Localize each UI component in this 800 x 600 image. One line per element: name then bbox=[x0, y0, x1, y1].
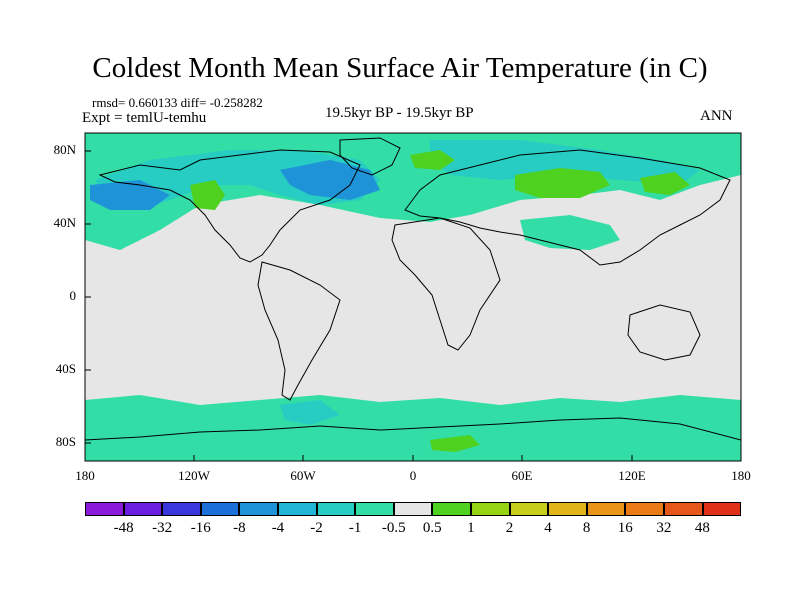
lat-label-0: 0 bbox=[69, 288, 77, 303]
season-label: ANN bbox=[700, 108, 733, 124]
colorbar-label: -1 bbox=[348, 520, 362, 536]
period-label: 19.5kyr BP - 19.5kyr BP bbox=[325, 105, 474, 121]
colorbar-label: -2 bbox=[310, 520, 323, 536]
lon-label-120e: 120E bbox=[618, 468, 646, 483]
siberia-cool-field bbox=[430, 140, 700, 185]
africa-coast bbox=[391, 217, 501, 351]
colorbar-label: -0.5 bbox=[381, 520, 406, 536]
colorbar-label: 0.5 bbox=[422, 520, 442, 536]
colorbar-box bbox=[625, 502, 664, 516]
lon-label-0: 0 bbox=[409, 468, 417, 483]
antarctica-coast bbox=[85, 417, 741, 441]
lon-label-60w: 60W bbox=[290, 468, 316, 483]
lat-label-40s: 40S bbox=[55, 361, 76, 376]
colorbar bbox=[85, 502, 742, 516]
lon-label-120w: 120W bbox=[178, 468, 210, 483]
colorbar-box bbox=[548, 502, 587, 516]
colorbar-box bbox=[162, 502, 201, 516]
colorbar-label: -48 bbox=[113, 520, 134, 536]
south-america-coast bbox=[257, 261, 341, 401]
colorbar-box bbox=[239, 502, 278, 516]
colorbar-label: -16 bbox=[190, 520, 211, 536]
pacific-cool-core bbox=[90, 180, 170, 210]
eurasia-coast bbox=[404, 149, 731, 266]
colorbar-box bbox=[393, 502, 433, 516]
colorbar-label: 8 bbox=[582, 520, 591, 536]
colorbar-label: -4 bbox=[271, 520, 285, 536]
coastlines bbox=[85, 137, 741, 441]
colorbar-box bbox=[509, 502, 549, 516]
europe-warm-patch bbox=[410, 150, 455, 170]
colorbar-label: 48 bbox=[694, 520, 710, 536]
experiment-label: Expt = temlU-temhu bbox=[82, 110, 207, 126]
colorbar-box bbox=[123, 502, 163, 516]
colorbar-box bbox=[470, 502, 510, 516]
colorbar-box bbox=[85, 502, 124, 516]
colorbar-box bbox=[702, 502, 742, 516]
north-america-coast bbox=[98, 149, 361, 263]
alaska-warm-patch bbox=[190, 180, 225, 210]
colorbar-box bbox=[200, 502, 240, 516]
colorbar-label: 4 bbox=[544, 520, 552, 536]
southern-ocean-cool-core bbox=[280, 400, 340, 425]
lon-label-180e: 180 bbox=[731, 468, 751, 483]
axis-ticks bbox=[84, 150, 742, 461]
lat-label-80s: 80S bbox=[55, 434, 76, 449]
colorbar-box bbox=[355, 502, 394, 516]
colorbar-box bbox=[277, 502, 317, 516]
colorbar-box bbox=[586, 502, 626, 516]
colorbar-label: 1 bbox=[467, 520, 475, 536]
lat-label-40n: 40N bbox=[53, 215, 76, 230]
colorbar-label: 16 bbox=[617, 520, 633, 536]
laurentide-cool-core bbox=[280, 160, 380, 200]
lat-label-80n: 80N bbox=[53, 142, 76, 157]
colorbar-label: -8 bbox=[233, 520, 246, 536]
colorbar-label: -32 bbox=[152, 520, 173, 536]
colorbar-box bbox=[663, 502, 703, 516]
australia-coast bbox=[627, 304, 701, 361]
antarctic-warm-patch bbox=[430, 435, 480, 452]
colorbar-box bbox=[316, 502, 356, 516]
eurasia-warm-patch bbox=[515, 168, 610, 198]
lon-label-60e: 60E bbox=[511, 468, 533, 483]
lon-label-180w: 180 bbox=[75, 468, 95, 483]
greenland-coast bbox=[339, 137, 401, 176]
stats-text: rmsd= 0.660133 diff= -0.258282 bbox=[92, 95, 263, 110]
colorbar-label: 32 bbox=[656, 520, 672, 536]
siberia-warm-patch bbox=[640, 172, 690, 195]
colorbar-box bbox=[432, 502, 471, 516]
plot-title: Coldest Month Mean Surface Air Temperatu… bbox=[92, 52, 708, 84]
colorbar-label: 2 bbox=[505, 520, 514, 536]
